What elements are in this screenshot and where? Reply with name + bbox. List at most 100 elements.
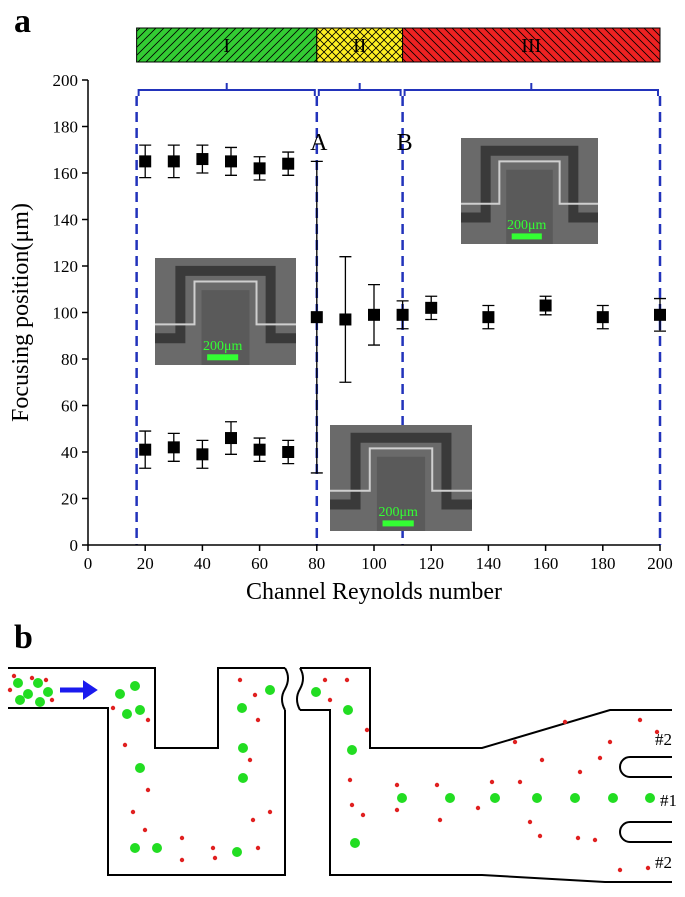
break-mark (296, 667, 304, 711)
small-particle (250, 817, 256, 823)
data-point (196, 153, 209, 166)
inset-channel-edge (330, 447, 472, 492)
small-particle (255, 717, 261, 723)
large-particle (35, 697, 45, 707)
data-point (225, 155, 237, 168)
panel-label: b (14, 619, 33, 656)
small-particle (344, 677, 350, 683)
channel-wall (300, 667, 672, 749)
small-particle (577, 769, 583, 775)
small-particle (210, 845, 216, 851)
data-point (253, 162, 266, 175)
large-particle (33, 678, 43, 688)
small-particle (130, 809, 136, 815)
region-brace (403, 83, 659, 96)
small-particle (394, 782, 400, 788)
x-tick-label: 200 (647, 554, 673, 573)
small-particle (327, 697, 333, 703)
inset-channel (155, 265, 296, 344)
large-particle (122, 709, 132, 719)
large-particle (311, 687, 321, 697)
data-point (196, 448, 209, 461)
panel-label: a (14, 3, 31, 40)
small-particle (434, 782, 440, 788)
large-particle (135, 763, 145, 773)
region-label: I (223, 35, 230, 57)
small-particle (537, 833, 543, 839)
small-particle (475, 805, 481, 811)
region-brace (317, 83, 402, 96)
data-point (310, 311, 323, 324)
inset-image: 200μm (155, 258, 296, 365)
small-particle (252, 692, 258, 698)
x-tick-label: 160 (533, 554, 559, 573)
x-tick-label: 120 (418, 554, 444, 573)
splitter (619, 756, 672, 778)
channel-diagram (7, 667, 672, 883)
small-particle (142, 827, 148, 833)
y-tick-label: 40 (61, 443, 78, 462)
large-particle (347, 745, 357, 755)
small-particle (11, 673, 17, 679)
small-particle (562, 719, 568, 725)
small-particle (437, 817, 443, 823)
large-particle (237, 703, 247, 713)
small-particle (247, 757, 253, 763)
small-particle (592, 837, 598, 843)
region-brace (137, 83, 316, 96)
small-particle (110, 705, 116, 711)
outlet-label: #2 (655, 730, 672, 749)
small-particle (179, 857, 185, 863)
break-mark (281, 667, 289, 711)
large-particle (130, 843, 140, 853)
large-particle (265, 685, 275, 695)
small-particle (7, 687, 13, 693)
small-particle (122, 742, 128, 748)
large-particle (15, 695, 25, 705)
channel-wall (8, 707, 286, 876)
small-particle (49, 697, 55, 703)
y-axis-title: Focusing position(μm) (8, 203, 34, 422)
x-tick-label: 180 (590, 554, 616, 573)
data-point (654, 308, 666, 321)
large-particle (532, 793, 542, 803)
small-particle (617, 867, 623, 873)
small-particle (637, 717, 643, 723)
data-point (539, 299, 552, 312)
inset-channel-edge (461, 160, 598, 205)
large-particle (645, 793, 655, 803)
x-tick-label: 40 (194, 554, 211, 573)
y-tick-label: 60 (61, 397, 78, 416)
data-point (282, 446, 295, 458)
inset-center (201, 290, 250, 365)
inset-channel-edge (155, 280, 296, 326)
region-marker: A (310, 130, 328, 156)
data-point (253, 443, 266, 456)
inset-channel (330, 432, 472, 510)
y-tick-label: 80 (61, 350, 78, 369)
small-particle (360, 812, 366, 818)
region-label: III (521, 35, 541, 57)
large-particle (397, 793, 407, 803)
small-particle (347, 777, 353, 783)
small-particle (517, 779, 523, 785)
large-particle (130, 681, 140, 691)
region-hatch (316, 28, 403, 62)
x-tick-label: 80 (308, 554, 325, 573)
small-particle (29, 675, 35, 681)
data-point (225, 432, 237, 445)
large-particle (135, 705, 145, 715)
small-particle (539, 757, 545, 763)
y-tick-label: 140 (53, 211, 79, 230)
inset-image: 200μm (330, 425, 472, 531)
inset-center (376, 456, 426, 531)
data-point (339, 313, 352, 326)
scale-bar (382, 520, 414, 527)
large-particle (43, 687, 53, 697)
small-particle (322, 677, 328, 683)
large-particle (238, 743, 248, 753)
small-particle (255, 845, 261, 851)
x-tick-label: 100 (361, 554, 387, 573)
small-particle (237, 677, 243, 683)
